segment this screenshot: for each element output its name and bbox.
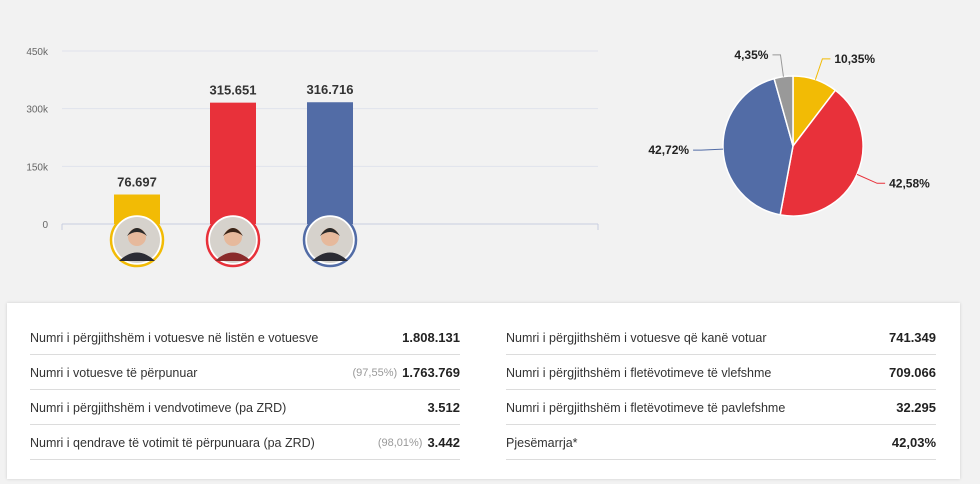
avatar-hair bbox=[320, 228, 340, 236]
stat-row: Numri i përgjithshëm i vendvotimeve (pa … bbox=[30, 391, 460, 425]
pie-slice-label: 4,35% bbox=[734, 48, 768, 62]
pie-leader-line bbox=[814, 58, 831, 80]
stat-label: Numri i përgjithshëm i votuesve që kanë … bbox=[506, 330, 767, 345]
pie-chart: 10,35% 42,58% 42,72% 4,35% bbox=[648, 48, 930, 217]
stat-row: Numri i votuesve të përpunuar (97,55%) 1… bbox=[30, 356, 460, 390]
bar-chart: 0 150k 300k 450k 76.697 315.651 316.716 bbox=[26, 47, 599, 268]
pie-leader-line bbox=[693, 148, 724, 151]
y-tick-label: 300k bbox=[26, 105, 49, 116]
bar-value-label: 315.651 bbox=[210, 83, 257, 98]
avatar-hair bbox=[127, 228, 147, 236]
pie-slice-label: 42,72% bbox=[648, 143, 689, 157]
stat-label: Pjesëmarrja* bbox=[506, 435, 578, 450]
stats-column-right: Numri i përgjithshëm i votuesve që kanë … bbox=[506, 321, 936, 461]
stat-row: Numri i përgjithshëm i votuesve që kanë … bbox=[506, 321, 936, 355]
candidate-avatar bbox=[109, 212, 165, 268]
stat-value: 3.512 bbox=[427, 400, 460, 415]
stats-panel: Numri i përgjithshëm i votuesve në listë… bbox=[7, 303, 960, 479]
stat-label: Numri i përgjithshëm i votuesve në listë… bbox=[30, 330, 319, 345]
stat-label: Numri i përgjithshëm i fletëvotimeve të … bbox=[506, 365, 772, 380]
pie-slice bbox=[722, 77, 794, 216]
stat-value: 3.442 bbox=[427, 435, 460, 450]
stats-column-left: Numri i përgjithshëm i votuesve në listë… bbox=[30, 321, 460, 461]
stat-percent: (97,55%) bbox=[352, 366, 398, 379]
stat-value: 741.349 bbox=[889, 330, 936, 345]
bar-value-label: 76.697 bbox=[117, 175, 157, 190]
pie-slice bbox=[773, 75, 794, 147]
stat-value: 32.295 bbox=[896, 400, 936, 415]
y-tick-label: 0 bbox=[42, 220, 48, 231]
stat-row: Numri i qendrave të votimit të përpunuar… bbox=[30, 426, 460, 460]
stat-percent: (98,01%) bbox=[377, 436, 423, 449]
pie-leader-line bbox=[856, 173, 886, 184]
stat-label: Numri i votuesve të përpunuar bbox=[30, 365, 198, 380]
stat-value: 1.763.769 bbox=[402, 365, 460, 380]
pie-slice bbox=[779, 89, 864, 217]
avatar-body bbox=[215, 252, 251, 261]
stat-value: 709.066 bbox=[889, 365, 936, 380]
y-tick-label: 150k bbox=[26, 162, 49, 173]
avatar-body bbox=[312, 252, 348, 261]
y-tick-label: 450k bbox=[26, 47, 49, 58]
candidate-avatar bbox=[302, 212, 358, 268]
stat-value: 1.808.131 bbox=[402, 330, 460, 345]
stat-row: Numri i përgjithshëm i fletëvotimeve të … bbox=[506, 391, 936, 425]
stat-row: Pjesëmarrja* 42,03% bbox=[506, 426, 936, 460]
stat-row: Numri i përgjithshëm i fletëvotimeve të … bbox=[506, 356, 936, 390]
bar bbox=[307, 102, 353, 224]
candidate-avatar bbox=[205, 212, 261, 268]
avatar-hair bbox=[223, 228, 243, 236]
bar-value-label: 316.716 bbox=[307, 82, 354, 97]
stat-label: Numri i përgjithshëm i fletëvotimeve të … bbox=[506, 400, 786, 415]
stat-value: 42,03% bbox=[891, 435, 936, 450]
pie-slice-label: 42,58% bbox=[889, 176, 930, 190]
stat-row: Numri i përgjithshëm i votuesve në listë… bbox=[30, 321, 460, 355]
pie-slice-label: 10,35% bbox=[834, 52, 875, 66]
bar bbox=[210, 102, 256, 224]
pie-leader-line bbox=[772, 54, 784, 77]
stat-label: Numri i përgjithshëm i vendvotimeve (pa … bbox=[30, 400, 287, 415]
avatar-body bbox=[119, 252, 155, 261]
stat-label: Numri i qendrave të votimit të përpunuar… bbox=[30, 435, 315, 450]
